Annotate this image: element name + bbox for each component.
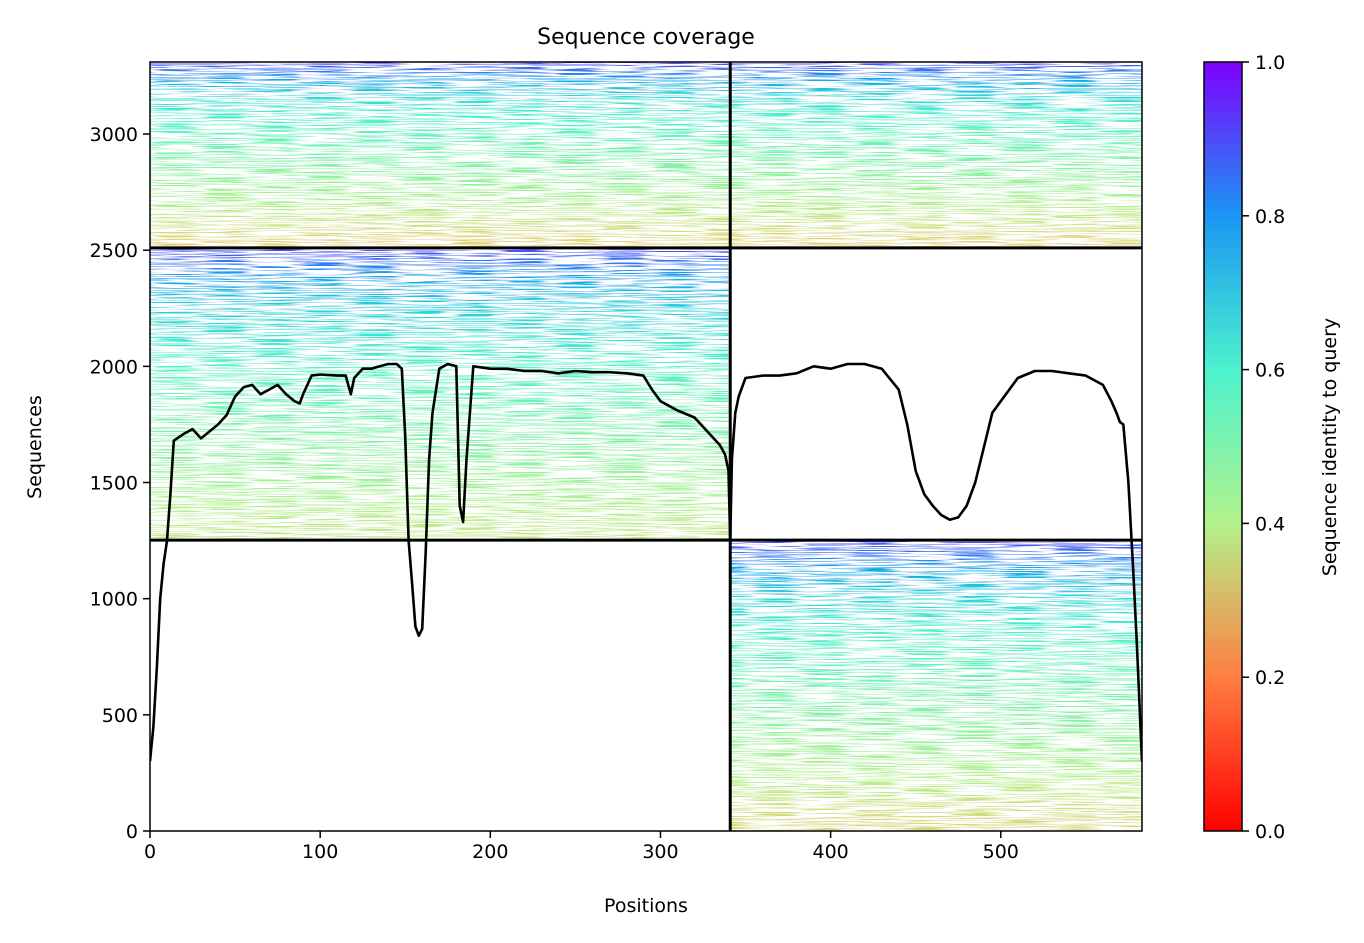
x-tick-label: 500 <box>983 841 1019 863</box>
chart-title: Sequence coverage <box>537 25 755 50</box>
heatmap-block-paired-right <box>730 62 1142 248</box>
y-tick-label: 2500 <box>90 240 138 262</box>
plot-frame <box>149 61 1143 832</box>
colorbar-ticks: 0.0 0.2 0.4 0.6 0.8 1.0 <box>1242 52 1285 843</box>
colorbar-tick-label: 1.0 <box>1255 52 1285 74</box>
y-axis-label: Sequences <box>24 395 46 499</box>
x-tick-label: 400 <box>812 841 848 863</box>
colorbar-tick-label: 0.8 <box>1255 206 1285 228</box>
x-tick-label: 300 <box>642 841 678 863</box>
x-axis-label: Positions <box>604 895 688 917</box>
colorbar-tick-label: 0.0 <box>1255 821 1285 843</box>
colorbar-tick-label: 0.6 <box>1255 360 1285 382</box>
colorbar-label: Sequence identity to query <box>1319 318 1341 576</box>
x-tick-label: 0 <box>144 841 156 863</box>
x-tick-label: 100 <box>302 841 338 863</box>
colorbar-tick-label: 0.2 <box>1255 667 1285 689</box>
colorbar-tick-label: 0.4 <box>1255 513 1285 535</box>
heatmap-block-paired-left <box>150 62 729 248</box>
colorbar <box>1203 61 1243 832</box>
y-tick-label: 3000 <box>90 124 138 146</box>
heatmap-block-chain-A-only <box>150 247 729 541</box>
y-tick-label: 2000 <box>90 356 138 378</box>
y-tick-label: 0 <box>126 821 138 843</box>
y-tick-label: 500 <box>102 705 138 727</box>
x-axis-ticks: 0 100 200 300 400 500 <box>144 831 1019 863</box>
y-tick-label: 1000 <box>90 589 138 611</box>
x-tick-label: 200 <box>472 841 508 863</box>
coverage-line <box>150 362 1142 762</box>
coverage-line-layer <box>150 62 1142 831</box>
heatmap-block-chain-B-only <box>730 540 1142 831</box>
heatmap-blocks <box>150 62 1142 831</box>
y-tick-label: 1500 <box>90 473 138 495</box>
y-axis-ticks: 0 500 1000 1500 2000 2500 3000 <box>90 124 150 843</box>
